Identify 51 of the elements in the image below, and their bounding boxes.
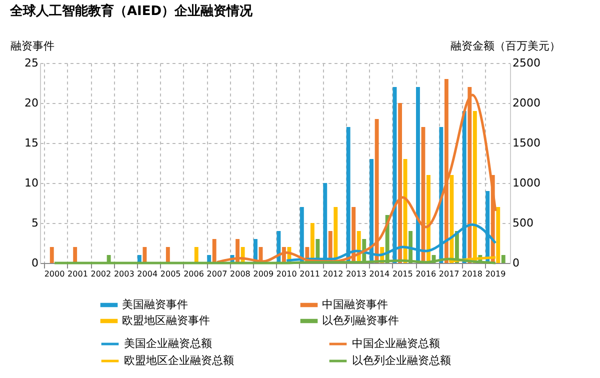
legend-label: 欧盟地区企业融资总额 xyxy=(124,354,234,367)
legend-label: 中国企业融资总额 xyxy=(352,337,440,350)
x-tick-label: 2012 xyxy=(322,270,344,278)
bar xyxy=(403,159,408,263)
x-tick-label: 2007 xyxy=(206,270,228,278)
y-tick-label: 0 xyxy=(32,256,38,270)
y-tick-label: 20 xyxy=(24,96,38,110)
y2-axis-title: 融资金额（百万美元） xyxy=(450,40,560,52)
x-tick-label: 2010 xyxy=(276,270,297,278)
legend-label: 欧盟地区融资事件 xyxy=(122,314,210,327)
x-tick-label: 2005 xyxy=(160,270,181,278)
y-axis-title: 融资事件 xyxy=(10,40,54,52)
bar xyxy=(501,255,506,263)
legend-label: 以色列融资事件 xyxy=(322,314,399,327)
y-tick-label: 5 xyxy=(32,216,38,230)
y2-tick-label: 2500 xyxy=(512,56,540,70)
bar xyxy=(142,247,147,263)
x-tick-label: 2001 xyxy=(68,270,88,278)
x-tick-label: 2016 xyxy=(416,270,436,278)
x-tick-label: 2008 xyxy=(230,270,250,278)
x-tick-label: 2015 xyxy=(392,270,413,278)
bar xyxy=(73,247,78,263)
legend-label: 美国企业融资总额 xyxy=(124,337,212,350)
bar xyxy=(194,247,198,263)
x-tick-label: 2017 xyxy=(438,270,460,278)
bar xyxy=(426,175,430,263)
x-tick-label: 2002 xyxy=(90,270,112,278)
x-tick-label: 2011 xyxy=(300,270,320,278)
x-tick-label: 2009 xyxy=(253,270,274,278)
y2-tick-label: 2000 xyxy=(512,96,540,110)
x-tick-label: 2019 xyxy=(485,270,506,278)
y2-tick-label: 0 xyxy=(512,256,520,270)
x-tick-label: 2006 xyxy=(184,270,204,278)
bar xyxy=(50,247,54,263)
bar xyxy=(166,247,170,263)
legend-label: 美国融资事件 xyxy=(122,298,188,311)
y2-tick-label: 1000 xyxy=(512,176,540,190)
x-tick-label: 2000 xyxy=(44,270,65,278)
legend-label: 中国融资事件 xyxy=(322,298,388,311)
x-tick-label: 2003 xyxy=(114,270,134,278)
y-tick-label: 15 xyxy=(24,136,38,150)
x-tick-label: 2018 xyxy=(462,270,482,278)
y-tick-label: 25 xyxy=(24,56,38,70)
y-tick-label: 10 xyxy=(24,176,38,190)
x-tick-label: 2013 xyxy=(346,270,366,278)
chart-title: 全球人工智能教育（AIED）企业融资情况 xyxy=(9,3,254,19)
x-tick-label: 2014 xyxy=(369,270,390,278)
legend-label: 以色列企业融资总额 xyxy=(352,354,451,367)
y2-tick-label: 1500 xyxy=(512,136,540,150)
x-tick-label: 2004 xyxy=(137,270,158,278)
y2-tick-label: 500 xyxy=(512,216,534,230)
